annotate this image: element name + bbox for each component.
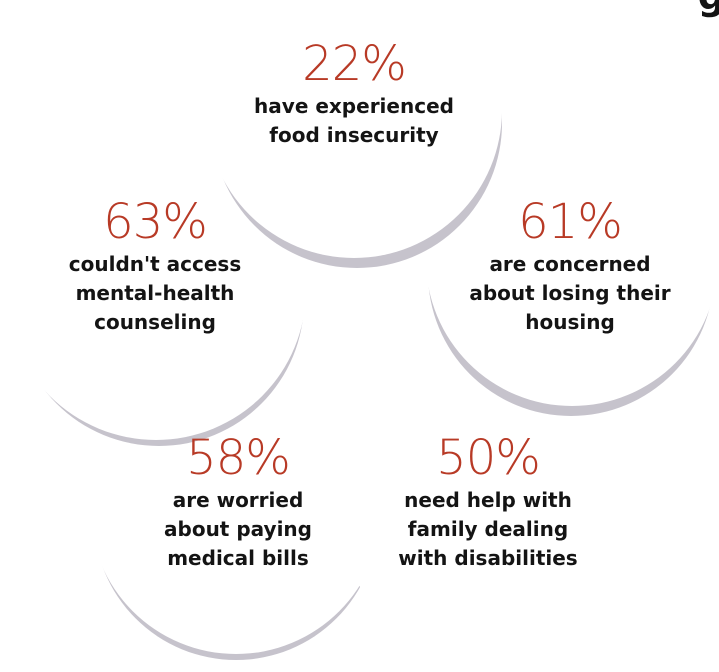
stat-percent: 22% — [302, 36, 407, 92]
stat-description-line: with disabilities — [398, 546, 578, 570]
stat-percent: 58% — [186, 430, 291, 486]
stat-food-insecurity: 22% have experienced food insecurity — [204, 38, 504, 150]
stat-description-line: mental-health — [75, 281, 235, 305]
stat-description: are worried about paying medical bills — [88, 486, 388, 573]
stat-description: are concerned about losing their housing — [420, 250, 719, 337]
stat-description: need help with family dealing with disab… — [338, 486, 638, 573]
stat-description-line: family dealing — [407, 517, 569, 541]
stat-mental-health: 63% couldn't access mental-health counse… — [5, 196, 305, 337]
stat-description-line: are worried — [172, 488, 304, 512]
stat-description: couldn't access mental-health counseling — [5, 250, 305, 337]
stat-description-line: have experienced — [254, 94, 454, 118]
stat-percent: 63% — [103, 194, 208, 250]
stat-percent: 61% — [518, 194, 623, 250]
stat-percent: 50% — [436, 430, 541, 486]
stat-description-line: couldn't access — [68, 252, 242, 276]
stat-description: have experienced food insecurity — [204, 92, 504, 150]
stat-description-line: counseling — [94, 310, 216, 334]
stat-description-line: about losing their — [469, 281, 671, 305]
stat-description-line: about paying — [164, 517, 312, 541]
stat-description-line: housing — [525, 310, 615, 334]
stat-housing: 61% are concerned about losing their hou… — [420, 196, 719, 337]
heading-fragment: g — [698, 0, 719, 18]
stat-description-line: medical bills — [167, 546, 309, 570]
stat-description-line: need help with — [404, 488, 572, 512]
stat-description-line: are concerned — [489, 252, 651, 276]
stat-disabilities: 50% need help with family dealing with d… — [338, 432, 638, 573]
stat-description-line: food insecurity — [269, 123, 439, 147]
stat-circle-food — [206, 0, 502, 258]
stat-medical-bills: 58% are worried about paying medical bil… — [88, 432, 388, 573]
